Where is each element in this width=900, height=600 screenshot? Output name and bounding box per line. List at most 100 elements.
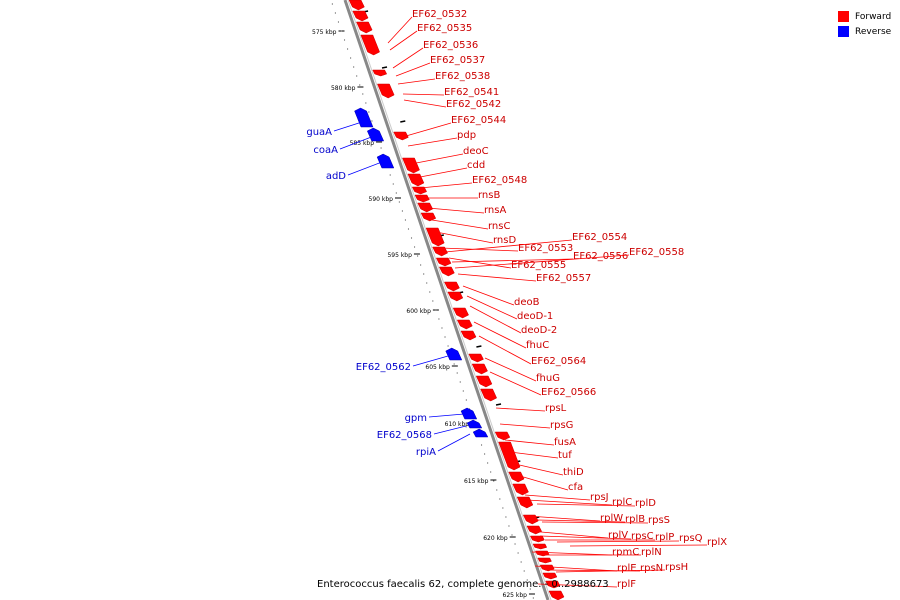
forward-gene-feature [456,319,473,330]
forward-gene-feature [402,157,420,174]
forward-gene-label: deoD-1 [517,311,553,322]
gene-leader-line [499,423,551,429]
ruler-tick-label: 575 kbp [312,29,337,36]
forward-gene-label: rplX [707,537,727,548]
ruler-tick-label: 580 kbp [331,85,356,92]
forward-gene-label: EF62_0566 [541,387,596,398]
forward-gene-feature [435,257,452,267]
forward-gene-label: rpsJ [590,492,609,503]
forward-gene-feature [360,34,380,56]
guide-dot [447,345,449,347]
gene-leader-line [419,182,473,189]
legend-item-reverse: Reverse [838,24,891,39]
forward-gene-label: deoD-2 [521,325,557,336]
legend-label-reverse: Reverse [855,26,892,37]
guide-dot [441,327,443,329]
forward-gene-feature [356,21,373,34]
guide-dot [517,552,519,554]
forward-gene-feature [475,375,493,388]
gene-leader-line [347,161,383,176]
gene-leader-line [405,122,452,137]
reverse-gene-label: guaA [306,127,332,138]
forward-gene-feature [542,572,558,580]
forward-gene-label: tuf [558,450,572,461]
guide-dot [368,111,370,113]
forward-gene-label: fhuG [536,373,560,384]
feature-marker [476,345,482,348]
reverse-gene-feature [376,153,395,169]
gene-leader-line [484,357,537,382]
guide-dot [508,525,510,527]
forward-gene-label: rpmC [612,547,639,558]
forward-gene-label: pdp [457,130,476,141]
guide-dot [529,588,531,590]
gene-labels: EF62_0532 EF62_0535 EF62_0536 EF62_0537 EF62… [306,9,727,590]
forward-gene-feature [411,186,427,195]
genome-backbone [343,0,550,600]
gene-leader-line [556,540,680,543]
reverse-gene-label: EF62_0562 [356,362,411,373]
gene-leader-line [428,413,465,418]
gene-leader-line [402,93,445,96]
gene-leader-line [534,565,618,572]
guide-dot [456,372,458,374]
guide-dot [462,390,464,392]
guide-dot [429,291,431,293]
gene-leader-line [529,530,609,539]
gene-leader-line [448,257,512,269]
gene-leader-line [541,521,649,524]
forward-gene-feature [372,69,388,77]
forward-gene-label: rpsS [648,515,670,526]
reverse-gene-feature [472,428,489,438]
forward-gene-label: EF62_0553 [518,243,573,254]
forward-gene-feature [512,483,529,496]
forward-gene-label: rplN [641,547,662,558]
reverse-gene-label: rpiA [416,447,436,458]
gene-leader-line [333,121,363,132]
ruler-tick-label: 625 kbp [503,592,528,599]
forward-gene-feature [444,281,460,292]
guide-dot [459,381,461,383]
guide-dot [420,264,422,266]
guide-dot [432,300,434,302]
guide-dot [511,534,513,536]
forward-gene-label: EF62_0558 [629,247,684,258]
reverse-gene-label: adD [326,171,346,182]
forward-gene-label: EF62_0564 [531,356,586,367]
forward-gene-label: EF62_0548 [472,175,527,186]
gene-leader-line [539,535,632,540]
guide-dot [499,498,501,500]
forward-gene-label: fusA [554,437,576,448]
forward-gene-feature [529,535,545,543]
gene-leader-line [469,305,522,334]
ruler-tick-label: 595 kbp [387,252,412,259]
forward-gene-label: rplE [617,563,637,574]
backbone-shadow [347,0,552,600]
guide-dot [350,57,352,59]
guide-dot [520,561,522,563]
gene-leader-line [412,355,449,367]
gene-leader-line [473,321,527,349]
guide-dot [392,183,394,185]
guide-dot [359,84,361,86]
forward-gene-feature [460,330,477,341]
reverse-gene-label: EF62_0568 [377,430,432,441]
gene-leader-line [527,515,601,522]
forward-gene-feature [414,194,430,203]
guide-dot [480,444,483,446]
forward-gene-label: cdd [467,160,485,171]
forward-gene-label: EF62_0541 [444,87,499,98]
guide-dot [346,48,349,50]
guide-dot [334,12,336,14]
guide-dot [435,309,437,311]
guide-dot [423,273,425,275]
forward-gene-feature [480,388,497,402]
gene-leader-line [457,273,537,282]
ruler-tick-label: 590 kbp [369,196,394,203]
guide-dot [444,336,446,338]
forward-gene-feature [352,10,369,22]
gene-leader-line [440,247,519,252]
forward-gene-label: EF62_0532 [412,9,467,20]
forward-gene-label: rplC [612,497,632,508]
